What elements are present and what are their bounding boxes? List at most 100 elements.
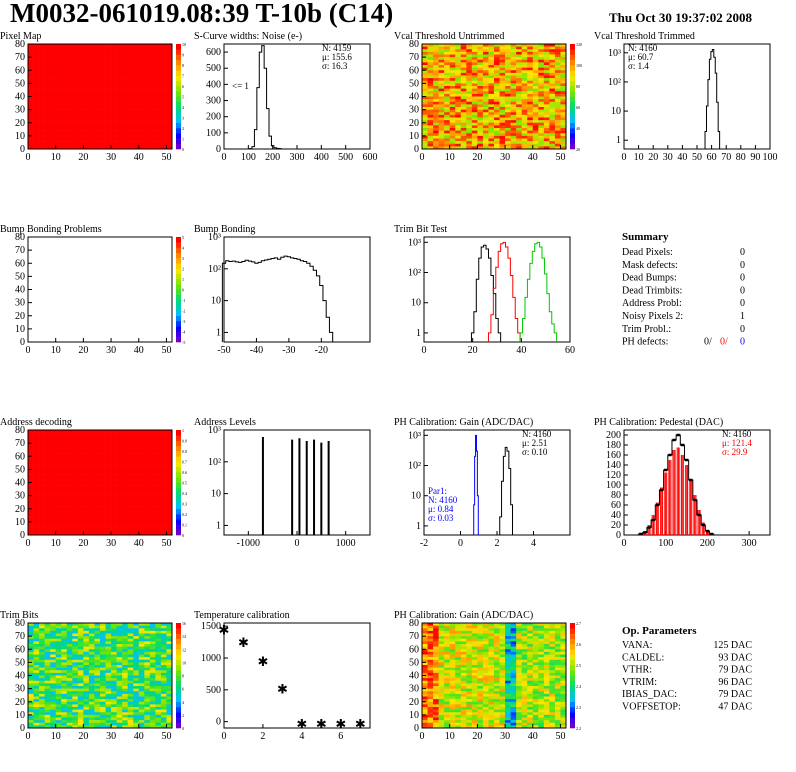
heatmap-cell [88,466,95,470]
heatmap-cell [471,120,478,124]
heatmap-cell [488,120,495,124]
heatmap-cell [477,70,484,74]
heatmap-cell [94,651,101,655]
heatmap-cell [144,432,151,436]
heatmap-cell [144,498,151,502]
heatmap-cell [449,128,456,131]
heatmap-cell [155,646,162,650]
heatmap-cell [111,644,117,647]
heatmap-cell [83,128,90,131]
heatmap-cell [127,657,134,661]
heatmap-cell [433,141,439,145]
heatmap-cell [28,141,34,145]
heatmap-cell [39,641,45,645]
heatmap-cell [88,445,95,449]
heatmap-cell [61,51,68,55]
heatmap-cell [460,125,467,129]
heatmap-cell [554,88,561,92]
heatmap-cell [100,500,106,504]
heatmap-cell [116,59,123,63]
heatmap-cell [61,141,68,145]
heatmap-cell [166,514,173,517]
heatmap-cell [149,128,156,131]
heatmap-cell [44,479,51,483]
heatmap-cell [55,646,62,650]
heatmap-cell [94,469,101,473]
heatmap-cell [543,107,550,110]
heatmap-cell [100,529,106,533]
heatmap-cell [149,712,156,716]
heatmap-cell [83,466,90,470]
heatmap-cell [133,675,140,679]
heatmap-cell [455,54,462,58]
heatmap-cell [77,51,84,55]
heatmap-cell [166,466,173,470]
heatmap-cell [116,675,123,679]
heatmap-cell [510,146,517,150]
heatmap-cell [28,707,34,710]
heatmap-cell [155,141,162,145]
heatmap-cell [44,623,51,626]
heatmap-cell [116,683,123,687]
heatmap-cell [122,623,128,626]
heatmap-cell [166,722,173,726]
heatmap-cell [444,630,450,634]
heatmap-cell [28,625,34,629]
heatmap-cell [55,500,62,504]
heatmap-cell [111,628,117,632]
colorbar-segment [176,493,181,499]
heatmap-cell [83,67,90,71]
heatmap-cell [455,638,462,642]
heatmap-cell [111,623,117,626]
heatmap-cell [499,44,506,47]
heatmap-cell [55,440,62,444]
heatmap-cell [433,128,439,131]
heatmap-cell [100,714,106,718]
heatmap-cell [94,529,101,533]
heatmap-cell [122,114,128,118]
heatmap-cell [111,67,117,71]
data-point: ✱ [296,717,307,732]
heatmap-cell [66,506,73,510]
heatmap-cell [72,508,79,512]
heatmap-cell [83,451,90,454]
heatmap-cell [116,498,123,502]
heatmap-cell [466,78,473,82]
heatmap-cell [50,527,56,531]
heatmap-cell [105,636,112,640]
heatmap-cell [28,479,34,483]
heatmap-cell [144,83,151,87]
heatmap-cell [77,135,84,139]
heatmap-cell [61,133,68,137]
heatmap-cell [77,675,84,679]
heatmap-cell [83,437,90,441]
colorbar-segment [570,128,575,134]
heatmap-cell [39,458,45,462]
x-tick-label: 40 [134,152,144,163]
heatmap-cell [532,135,539,139]
heatmap-cell [449,117,456,121]
heatmap-cell [510,51,517,55]
heatmap-cell [138,114,145,118]
heatmap-cell [543,70,550,74]
heatmap-cell [66,717,73,721]
heatmap-cell [155,638,162,642]
heatmap-cell [449,130,456,134]
heatmap-cell [488,125,495,129]
heatmap-cell [471,75,478,79]
heatmap-cell [155,683,162,687]
heatmap-cell [72,521,79,525]
heatmap-cell [149,519,156,523]
heatmap-cell [66,691,73,695]
heatmap-cell [127,122,134,126]
heatmap-cell [61,104,68,108]
stats-line: μ: 155.6 [322,52,352,62]
heatmap-cell [433,146,439,150]
heatmap-cell [444,93,450,97]
heatmap-cell [83,651,90,655]
heatmap-cell [77,65,84,68]
heatmap-cell [111,466,117,470]
heatmap-cell [422,623,428,626]
heatmap-cell [166,141,173,145]
heatmap-cell [444,91,450,95]
